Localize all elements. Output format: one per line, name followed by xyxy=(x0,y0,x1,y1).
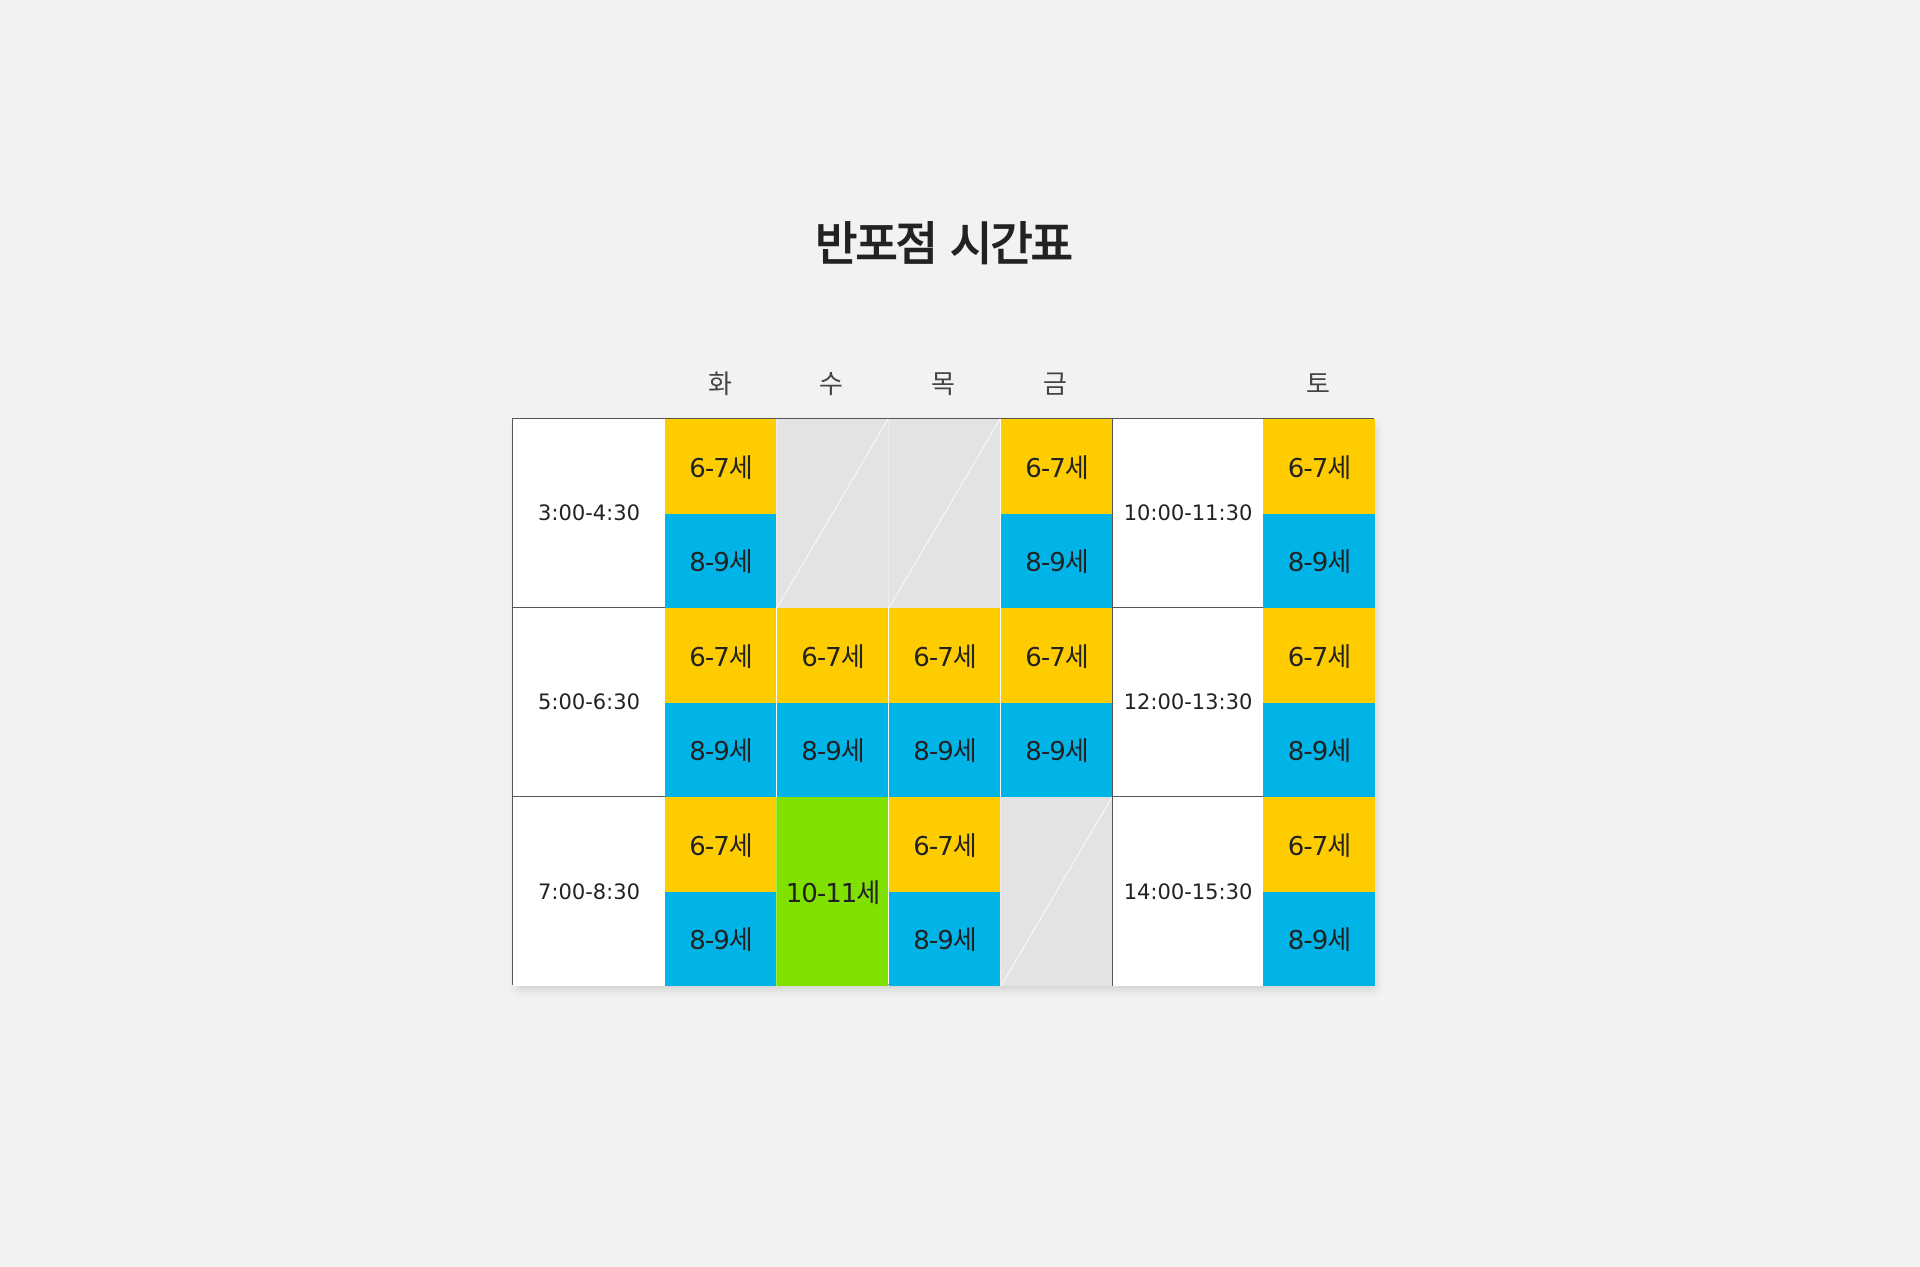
time-slot-weekday: 7:00-8:30 xyxy=(513,797,665,986)
class-age-6-7: 6-7세 xyxy=(777,608,888,703)
timetable: 3:00-4:30 6-7세 8-9세 6-7세 8-9세 5:00-6:30 6-7세 8-… xyxy=(512,418,1375,986)
time-slot-saturday: 10:00-11:30 xyxy=(1112,419,1263,608)
class-cell: 6-7세 8-9세 xyxy=(665,608,776,797)
class-cell: 6-7세 8-9세 xyxy=(665,419,776,608)
page-title: 반포점 시간표 xyxy=(815,217,1073,271)
day-header-wed: 수 xyxy=(819,370,843,400)
class-cell: 6-7세 8-9세 xyxy=(888,797,1000,986)
time-slot-weekday: 3:00-4:30 xyxy=(513,419,665,608)
class-age-8-9: 8-9세 xyxy=(665,702,776,797)
day-header-thu: 목 xyxy=(931,370,955,400)
time-slot-weekday: 5:00-6:30 xyxy=(513,608,665,797)
day-header-fri: 금 xyxy=(1043,370,1067,400)
class-cell: 6-7세 8-9세 xyxy=(888,608,1000,797)
diagonal-slash-icon xyxy=(1001,797,1112,986)
class-age-8-9: 8-9세 xyxy=(777,702,888,797)
class-age-8-9: 8-9세 xyxy=(1263,891,1375,986)
class-age-6-7: 6-7세 xyxy=(889,797,1000,892)
day-header-tue: 화 xyxy=(708,370,732,400)
class-cell: 6-7세 8-9세 xyxy=(776,608,888,797)
class-cell-saturday: 6-7세 8-9세 xyxy=(1263,797,1375,986)
class-age-6-7: 6-7세 xyxy=(1263,608,1375,703)
class-cell: 6-7세 8-9세 xyxy=(665,797,776,986)
day-header-sat: 토 xyxy=(1306,370,1330,400)
class-age-8-9: 8-9세 xyxy=(1001,702,1112,797)
class-cell: 6-7세 8-9세 xyxy=(1000,608,1112,797)
class-age-8-9: 8-9세 xyxy=(1001,513,1112,608)
class-age-8-9: 8-9세 xyxy=(889,702,1000,797)
class-cell: 6-7세 8-9세 xyxy=(1000,419,1112,608)
class-age-6-7: 6-7세 xyxy=(1001,419,1112,514)
class-age-8-9: 8-9세 xyxy=(665,513,776,608)
diagonal-slash-icon xyxy=(777,419,888,608)
no-class-cell xyxy=(776,419,888,608)
no-class-cell xyxy=(1000,797,1112,986)
class-age-8-9: 8-9세 xyxy=(665,891,776,986)
class-age-8-9: 8-9세 xyxy=(889,891,1000,986)
class-age-8-9: 8-9세 xyxy=(1263,702,1375,797)
class-age-6-7: 6-7세 xyxy=(1263,797,1375,892)
class-age-6-7: 6-7세 xyxy=(1263,419,1375,514)
class-age-8-9: 8-9세 xyxy=(1263,513,1375,608)
class-cell-saturday: 6-7세 8-9세 xyxy=(1263,608,1375,797)
class-age-6-7: 6-7세 xyxy=(665,797,776,892)
no-class-cell xyxy=(888,419,1000,608)
class-cell-saturday: 6-7세 8-9세 xyxy=(1263,419,1375,608)
time-slot-saturday: 12:00-13:30 xyxy=(1112,608,1263,797)
class-age-6-7: 6-7세 xyxy=(665,419,776,514)
diagonal-slash-icon xyxy=(889,419,1000,608)
class-age-6-7: 6-7세 xyxy=(1001,608,1112,703)
class-age-10-11: 10-11세 xyxy=(776,797,888,986)
class-age-6-7: 6-7세 xyxy=(665,608,776,703)
time-slot-saturday: 14:00-15:30 xyxy=(1112,797,1263,986)
class-age-6-7: 6-7세 xyxy=(889,608,1000,703)
